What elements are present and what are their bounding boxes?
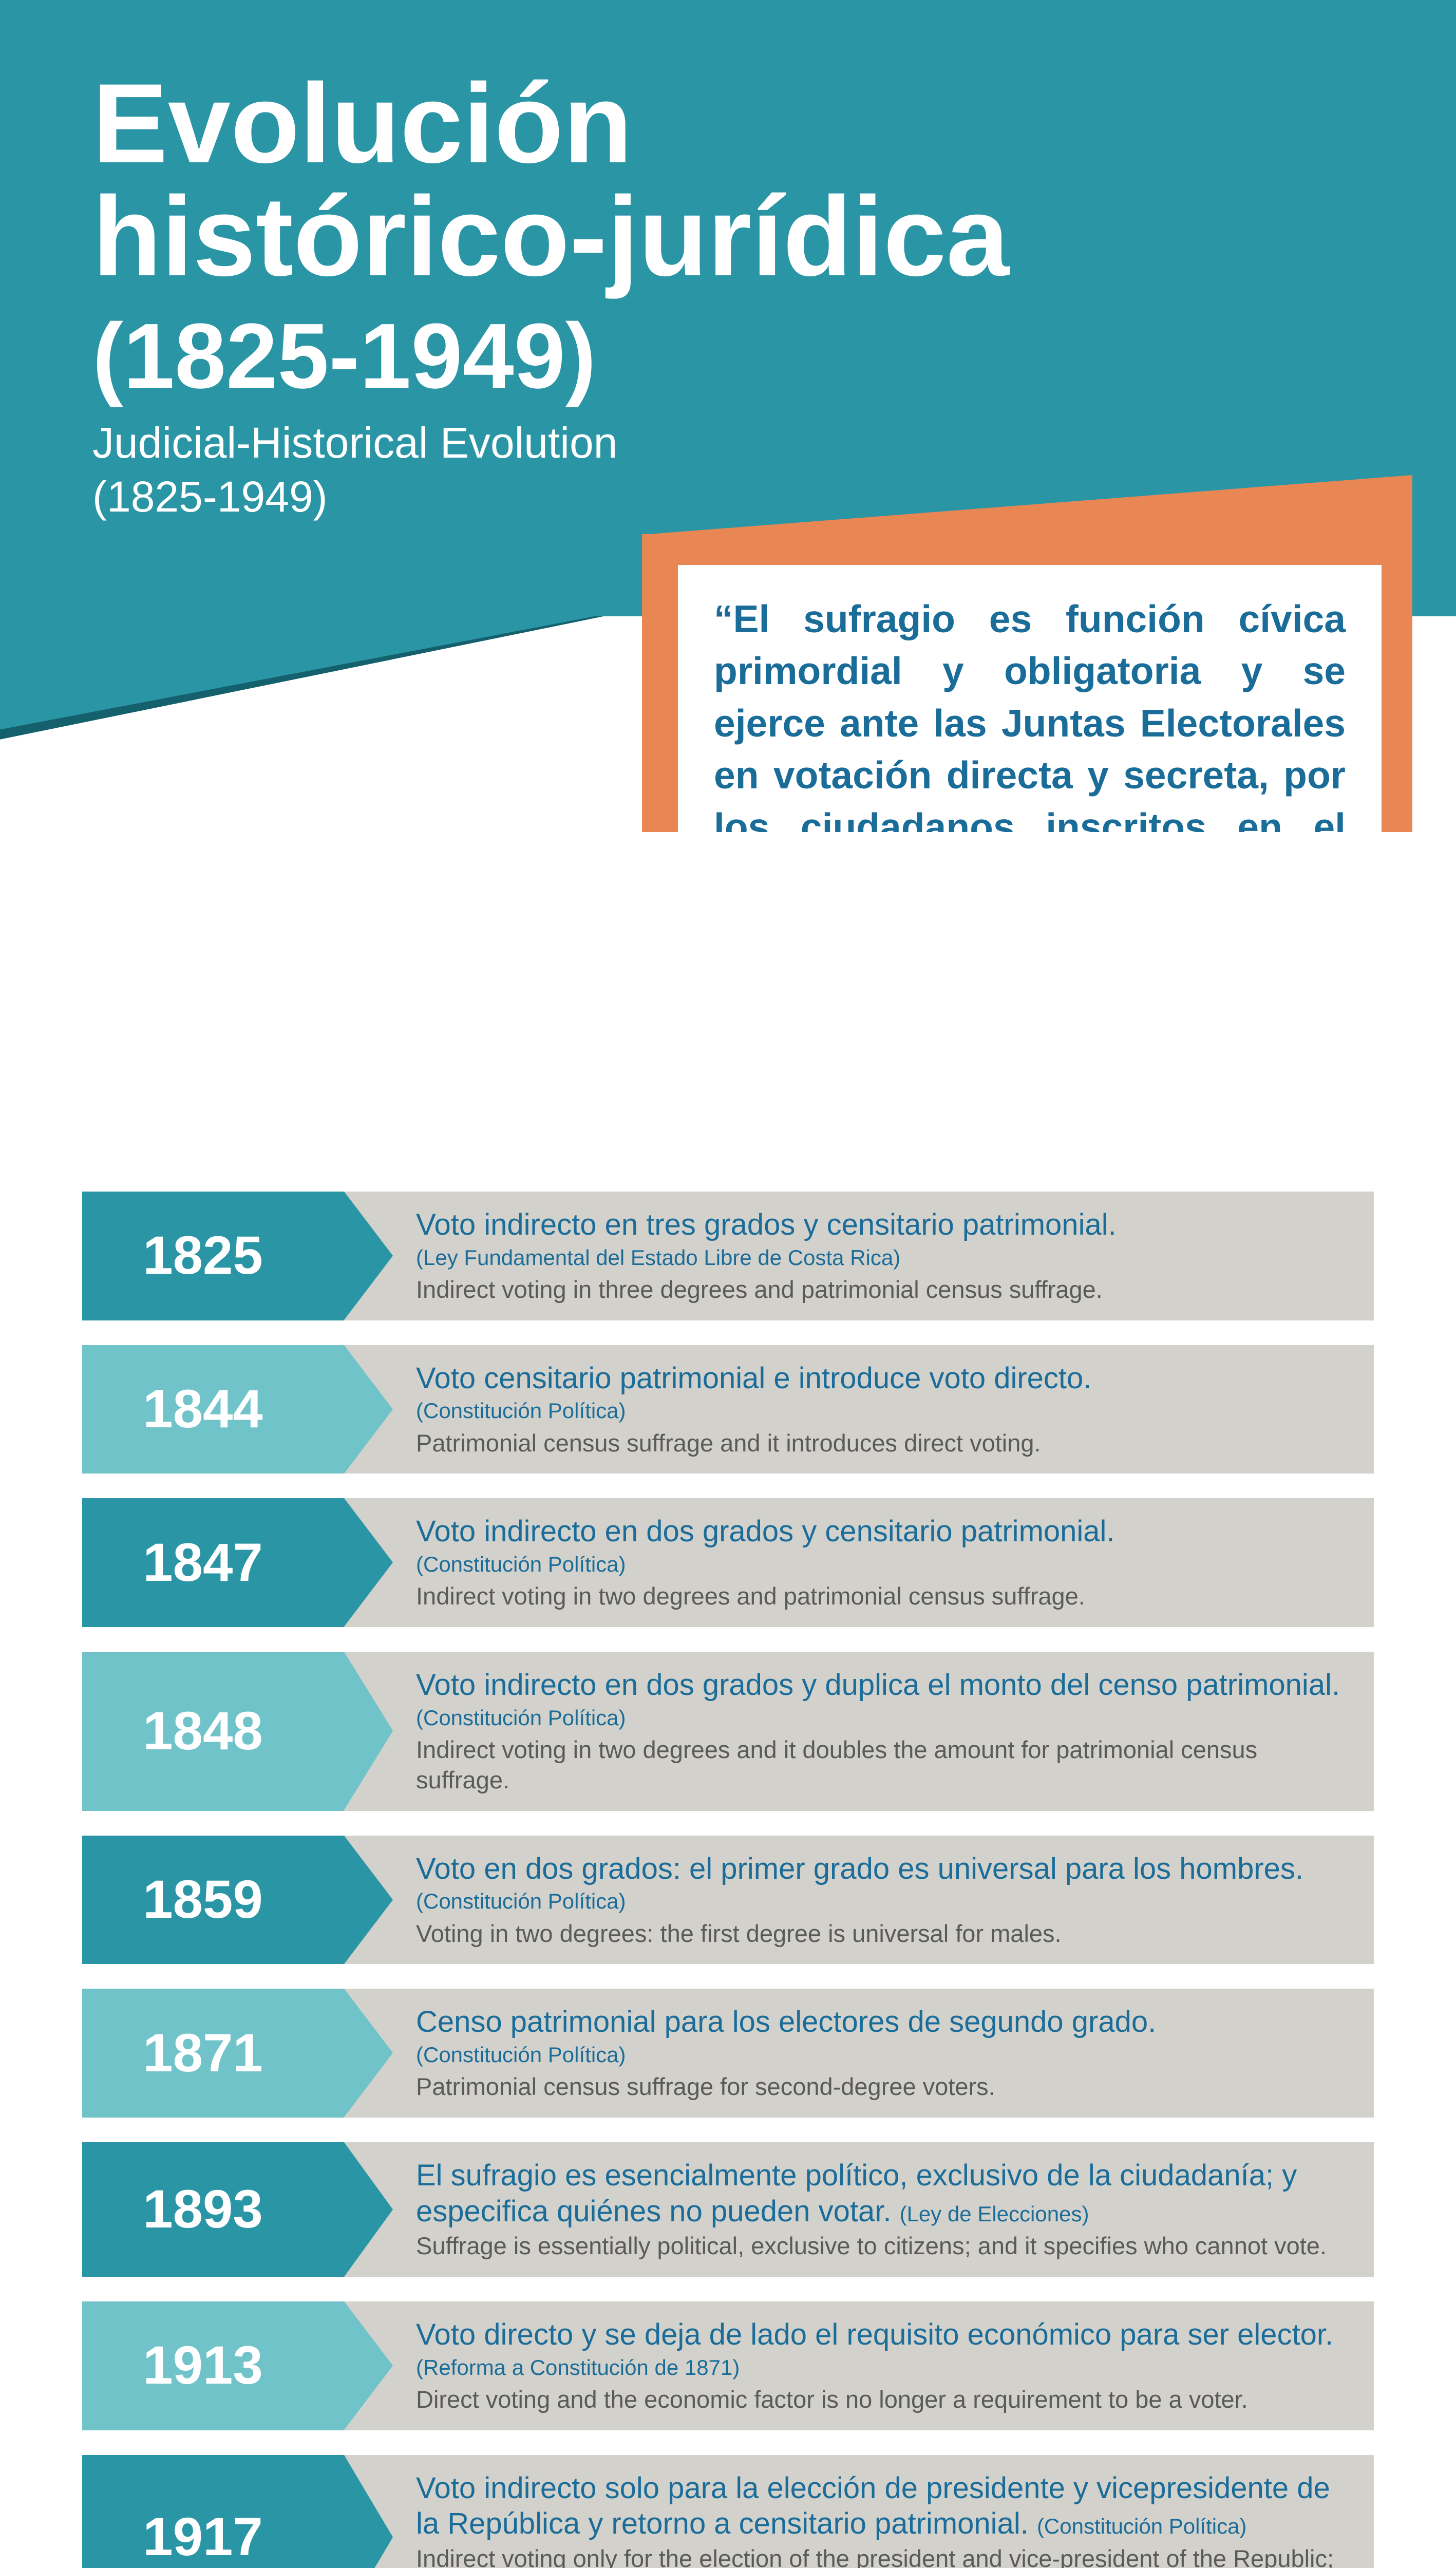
year-box: 1859 xyxy=(82,1836,344,1965)
content-spanish: Voto indirecto solo para la elección de … xyxy=(416,2470,1343,2542)
year-box: 1847 xyxy=(82,1498,344,1627)
year-label: 1871 xyxy=(143,2023,283,2084)
content-spanish: Voto indirecto en dos grados y censitari… xyxy=(416,1514,1343,1550)
timeline: 1825 Voto indirecto en tres grados y cens… xyxy=(0,1192,1456,2568)
timeline-content: Voto indirecto en tres grados y censitar… xyxy=(344,1192,1374,1320)
content-spanish: Voto indirecto en dos grados y duplica e… xyxy=(416,1667,1343,1703)
timeline-row: 1825 Voto indirecto en tres grados y cens… xyxy=(82,1192,1374,1320)
arrow-tip xyxy=(344,1192,393,1320)
content-english: Indirect voting in two degrees and it do… xyxy=(416,1735,1343,1796)
timeline-content: Voto indirecto solo para la elección de … xyxy=(344,2455,1374,2568)
page: Evolución histórico-jurídica (1825-1949)… xyxy=(0,0,1456,2568)
content-source: (Ley de Elecciones) xyxy=(900,2202,1089,2226)
header-section: Evolución histórico-jurídica (1825-1949)… xyxy=(0,0,1456,832)
year-box: 1848 xyxy=(82,1652,344,1810)
title-year: (1825-1949) xyxy=(92,303,596,409)
timeline-row: 1871 Censo patrimonial para los electores… xyxy=(82,1989,1374,2118)
arrow-tip xyxy=(344,1498,393,1627)
content-english: Voting in two degrees: the first degree … xyxy=(416,1919,1343,1949)
timeline-content: Voto en dos grados: el primer grado es u… xyxy=(344,1836,1374,1965)
timeline-content: Voto directo y se deja de lado el requis… xyxy=(344,2301,1374,2430)
arrow-tip xyxy=(344,2455,393,2568)
title-line1: Evolución xyxy=(92,67,1009,180)
content-source: (Constitución Política) xyxy=(416,1398,1343,1424)
content-spanish: Voto directo y se deja de lado el requis… xyxy=(416,2317,1343,2353)
timeline-row: 1859 Voto en dos grados: el primer grado … xyxy=(82,1836,1374,1965)
year-box: 1825 xyxy=(82,1192,344,1320)
timeline-row: 1844 Voto censitario patrimonial e introd… xyxy=(82,1345,1374,1474)
arrow-tip xyxy=(344,2301,393,2430)
content-english: Patrimonial census suffrage and it intro… xyxy=(416,1428,1343,1459)
year-label: 1917 xyxy=(143,2506,283,2568)
content-source: (Constitución Política) xyxy=(416,2042,1343,2068)
year-label: 1844 xyxy=(143,1379,283,1440)
subtitle-en-line2: (1825-1949) xyxy=(92,470,617,524)
content-source: (Reforma a Constitución de 1871) xyxy=(416,2355,1343,2381)
timeline-content: Voto indirecto en dos grados y duplica e… xyxy=(344,1652,1374,1810)
content-english: Indirect voting in two degrees and patri… xyxy=(416,1581,1343,1612)
timeline-row: 1913 Voto directo y se deja de lado el re… xyxy=(82,2301,1374,2430)
year-box: 1871 xyxy=(82,1989,344,2118)
title-line2: histórico-jurídica xyxy=(92,180,1009,293)
quote-box-triangle xyxy=(642,475,1412,535)
content-source: (Constitución Política) xyxy=(416,1705,1343,1731)
arrow-tip xyxy=(344,2142,393,2277)
content-spanish: Voto en dos grados: el primer grado es u… xyxy=(416,1851,1343,1887)
timeline-content: Censo patrimonial para los electores de … xyxy=(344,1989,1374,2118)
year-label: 1848 xyxy=(143,1701,283,1762)
year-label: 1913 xyxy=(143,2335,283,2396)
subtitle-en-line1: Judicial-Historical Evolution xyxy=(92,416,617,470)
arrow-tip xyxy=(344,1345,393,1474)
timeline-content: Voto indirecto en dos grados y censitari… xyxy=(344,1498,1374,1627)
content-source: (Constitución Política) xyxy=(416,1552,1343,1577)
year-box: 1844 xyxy=(82,1345,344,1474)
year-label: 1859 xyxy=(143,1869,283,1931)
year-label: 1893 xyxy=(143,2179,283,2240)
year-box: 1893 xyxy=(82,2142,344,2277)
content-spanish: El sufragio es esencialmente político, e… xyxy=(416,2158,1343,2229)
content-english: Direct voting and the economic factor is… xyxy=(416,2385,1343,2415)
arrow-tip xyxy=(344,1836,393,1964)
year-box: 1917 xyxy=(82,2455,344,2568)
title-main: Evolución histórico-jurídica xyxy=(92,67,1009,293)
content-english: Patrimonial census suffrage for second-d… xyxy=(416,2072,1343,2102)
subtitle-english: Judicial-Historical Evolution (1825-1949… xyxy=(92,416,617,524)
content-spanish: Voto censitario patrimonial e introduce … xyxy=(416,1361,1343,1396)
year-label: 1847 xyxy=(143,1532,283,1594)
year-label: 1825 xyxy=(143,1225,283,1287)
content-source: (Ley Fundamental del Estado Libre de Cos… xyxy=(416,1245,1343,1271)
timeline-content: El sufragio es esencialmente político, e… xyxy=(344,2142,1374,2277)
timeline-row: 1848 Voto indirecto en dos grados y dupli… xyxy=(82,1652,1374,1810)
quote-spanish: “El sufragio es función cívica primordia… xyxy=(678,565,1382,832)
content-english: Suffrage is essentially political, exclu… xyxy=(416,2231,1343,2261)
content-english: Indirect voting only for the election of… xyxy=(416,2544,1343,2568)
timeline-row: 1893 El sufragio es esencialmente polític… xyxy=(82,2142,1374,2277)
content-spanish: Censo patrimonial para los electores de … xyxy=(416,2004,1343,2040)
content-spanish: Voto indirecto en tres grados y censitar… xyxy=(416,1207,1343,1243)
year-box: 1913 xyxy=(82,2301,344,2430)
timeline-row: 1917 Voto indirecto solo para la elección… xyxy=(82,2455,1374,2568)
timeline-row: 1847 Voto indirecto en dos grados y censi… xyxy=(82,1498,1374,1627)
content-source: (Constitución Política) xyxy=(1037,2514,1247,2538)
content-english: Indirect voting in three degrees and pat… xyxy=(416,1275,1343,1305)
header-chevron xyxy=(0,591,729,734)
arrow-tip xyxy=(344,1652,393,1810)
content-source: (Constitución Política) xyxy=(416,1889,1343,1914)
timeline-content: Voto censitario patrimonial e introduce … xyxy=(344,1345,1374,1474)
arrow-tip xyxy=(344,1989,393,2117)
